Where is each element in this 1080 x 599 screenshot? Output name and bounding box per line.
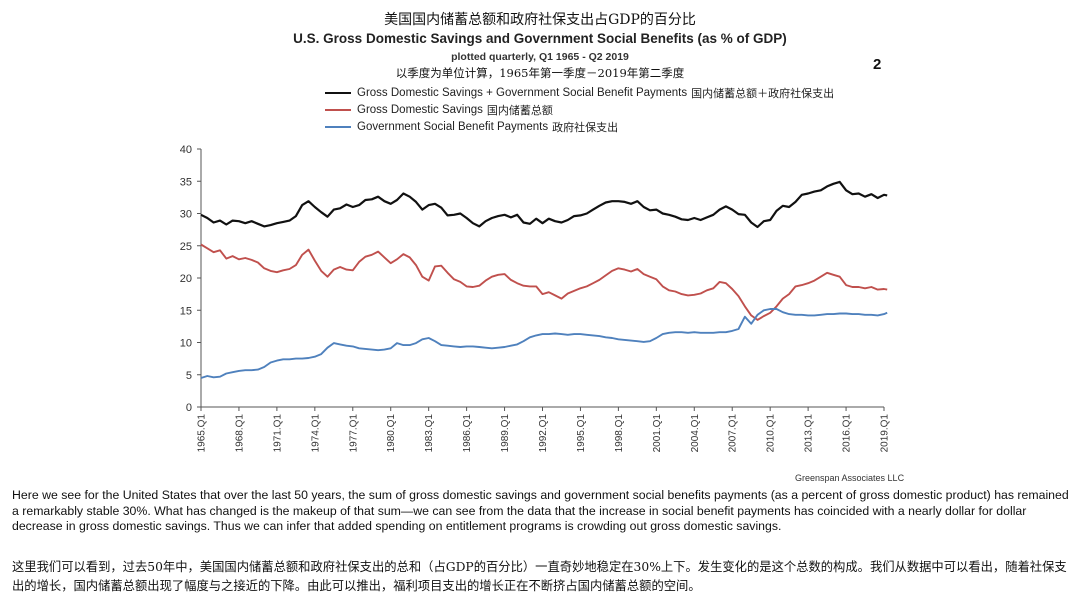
x-tick-label: 1971.Q1 xyxy=(272,414,283,453)
y-tick-label: 30 xyxy=(180,209,192,221)
y-tick-label: 20 xyxy=(180,273,192,285)
x-tick-label: 1983.Q1 xyxy=(424,414,435,453)
x-tick-label: 2019.Q1 xyxy=(880,414,891,453)
legend-label-benefits-cn: 政府社保支出 xyxy=(552,121,619,134)
legend-label-savings-cn: 国内储蓄总额 xyxy=(486,104,553,117)
series-line-savings xyxy=(200,243,888,321)
legend-item-benefits: Government Social Benefit Payments 政府社保支… xyxy=(325,119,618,135)
legend-item-savings: Gross Domestic Savings 国内储蓄总额 xyxy=(325,102,553,118)
chart-subtitle-cn: 以季度为单位计算，1965年第一季度－2019年第二季度 xyxy=(395,66,685,80)
x-tick-label: 2007.Q1 xyxy=(728,414,739,453)
series-line-total xyxy=(200,180,888,229)
legend-label-savings: Gross Domestic Savings xyxy=(357,104,483,116)
x-tick-label: 1992.Q1 xyxy=(538,414,549,453)
x-tick-label: 1974.Q1 xyxy=(310,414,321,453)
y-tick-label: 40 xyxy=(180,144,192,156)
x-tick-label: 2001.Q1 xyxy=(652,414,663,453)
x-tick-label: 1998.Q1 xyxy=(614,414,625,453)
x-tick-label: 1977.Q1 xyxy=(348,414,359,453)
paragraph-english: Here we see for the United States that o… xyxy=(12,488,1069,533)
x-tick-label: 2004.Q1 xyxy=(690,414,701,453)
y-tick-label: 10 xyxy=(180,338,192,350)
legend-item-total: Gross Domestic Savings + Government Soci… xyxy=(325,85,834,101)
legend-label-benefits: Government Social Benefit Payments xyxy=(357,121,549,133)
source-credit: Greenspan Associates LLC xyxy=(795,473,905,483)
paragraph-chinese: 这里我们可以看到，过去50年中，美国国内储蓄总额和政府社保支出的总和（占GDP的… xyxy=(12,560,1067,593)
y-tick-label: 5 xyxy=(186,370,192,382)
y-tick-label: 35 xyxy=(180,176,192,188)
x-tick-label: 2010.Q1 xyxy=(766,414,777,453)
legend-swatch-savings xyxy=(325,109,351,111)
y-tick-label: 0 xyxy=(186,402,192,414)
chinese-title: 美国国内储蓄总额和政府社保支出占GDP的百分比 xyxy=(384,12,696,28)
y-tick-label: 15 xyxy=(180,305,192,317)
chart-title: U.S. Gross Domestic Savings and Governme… xyxy=(293,31,787,46)
x-tick-label: 1980.Q1 xyxy=(386,414,397,453)
x-tick-label: 2013.Q1 xyxy=(804,414,815,453)
y-tick-label: 25 xyxy=(180,241,192,253)
chart-subtitle: plotted quarterly, Q1 1965 - Q2 2019 xyxy=(451,51,629,63)
series-line-benefits xyxy=(200,308,888,379)
x-tick-label: 1989.Q1 xyxy=(500,414,511,453)
x-tick-label: 2016.Q1 xyxy=(842,414,853,453)
x-tick-label: 1995.Q1 xyxy=(576,414,587,453)
x-tick-label: 1965.Q1 xyxy=(197,414,208,453)
x-tick-label: 1968.Q1 xyxy=(234,414,245,453)
legend-swatch-total xyxy=(325,92,351,94)
page-number: 2 xyxy=(873,56,882,73)
legend-swatch-benefits xyxy=(325,126,351,128)
x-tick-label: 1986.Q1 xyxy=(462,414,473,453)
legend-label-total-cn: 国内储蓄总额＋政府社保支出 xyxy=(691,87,835,100)
legend-label-total: Gross Domestic Savings + Government Soci… xyxy=(357,87,688,99)
